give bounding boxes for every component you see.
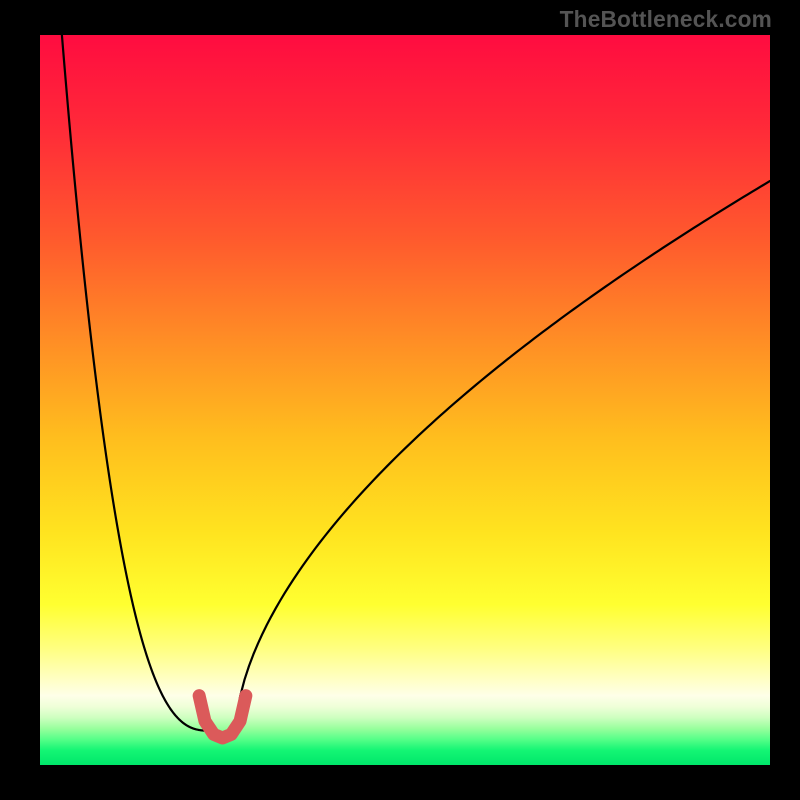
watermark-text: TheBottleneck.com [560,6,772,33]
valley-marker [199,696,246,738]
chart-container: TheBottleneck.com [0,0,800,800]
plot-area [40,35,770,765]
curve-layer [40,35,770,765]
bottleneck-curve [62,35,770,741]
